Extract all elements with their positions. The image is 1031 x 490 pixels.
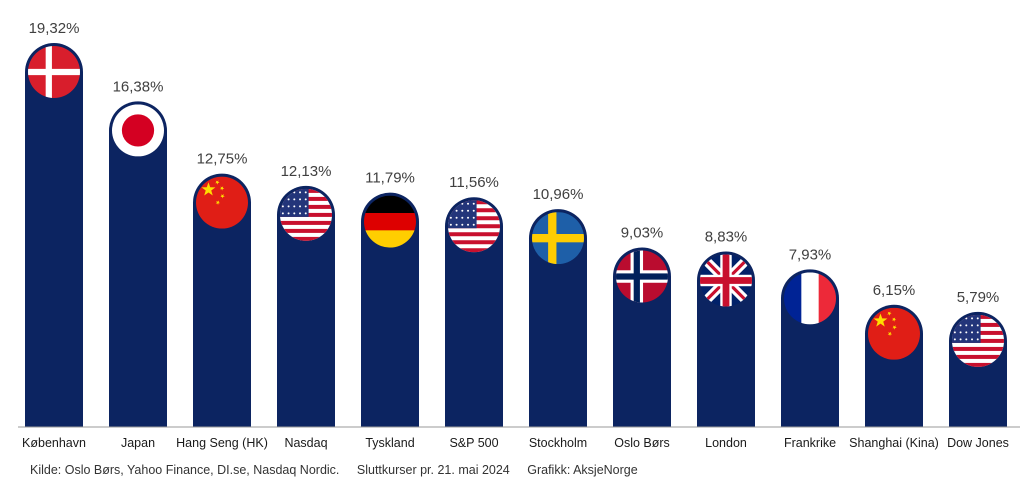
category-label: Tyskland bbox=[365, 436, 414, 450]
germany-flag-icon bbox=[364, 195, 416, 248]
value-label: 11,79% bbox=[365, 170, 415, 187]
norway-flag-icon bbox=[616, 250, 668, 303]
category-label: London bbox=[705, 436, 747, 450]
china-flag-icon bbox=[196, 176, 248, 229]
bar-4 bbox=[361, 192, 419, 427]
category-label: S&P 500 bbox=[449, 436, 498, 450]
uk-flag-icon bbox=[700, 254, 752, 307]
category-label: Oslo Børs bbox=[614, 436, 670, 450]
usa-flag-icon bbox=[280, 188, 332, 241]
bar-3 bbox=[277, 185, 335, 427]
bar-5 bbox=[445, 197, 503, 427]
value-label: 16,38% bbox=[113, 78, 164, 95]
bars-group: 19,32% 16,38% 12,75% 12,13% 11,79% 11,56% 10,9… bbox=[25, 20, 1007, 427]
value-label: 11,56% bbox=[449, 174, 499, 191]
sweden-flag-icon bbox=[532, 212, 584, 265]
value-label: 12,75% bbox=[197, 151, 248, 168]
usa-flag-icon bbox=[952, 314, 1004, 367]
value-label: 5,79% bbox=[957, 289, 1000, 306]
bar-2 bbox=[193, 173, 251, 427]
bar-6 bbox=[529, 209, 587, 427]
category-label: Stockholm bbox=[529, 436, 587, 450]
source-note: Kilde: Oslo Børs, Yahoo Finance, DI.se, … bbox=[30, 463, 652, 477]
category-label: København bbox=[22, 436, 86, 450]
category-label: Frankrike bbox=[784, 436, 836, 450]
source-text: Kilde: Oslo Børs, Yahoo Finance, DI.se, … bbox=[30, 463, 340, 477]
france-flag-icon bbox=[784, 272, 836, 325]
category-labels: København Japan Hang Seng (HK) Nasdaq Tyskla… bbox=[22, 436, 1009, 450]
value-label: 8,83% bbox=[705, 228, 748, 245]
credit-text: Grafikk: AksjeNorge bbox=[527, 463, 638, 477]
japan-flag-icon bbox=[112, 104, 164, 157]
value-label: 9,03% bbox=[621, 225, 664, 242]
category-label: Nasdaq bbox=[284, 436, 327, 450]
category-label: Dow Jones bbox=[947, 436, 1009, 450]
value-label: 12,13% bbox=[281, 163, 332, 180]
category-label: Shanghai (Kina) bbox=[849, 436, 939, 450]
value-label: 7,93% bbox=[789, 246, 832, 263]
usa-flag-icon bbox=[448, 200, 500, 253]
bar-0 bbox=[25, 43, 83, 427]
date-text: Sluttkurser pr. 21. mai 2024 bbox=[356, 463, 510, 477]
value-label: 19,32% bbox=[29, 20, 80, 37]
value-label: 6,15% bbox=[873, 282, 916, 299]
category-label: Japan bbox=[121, 436, 155, 450]
denmark-flag-icon bbox=[28, 46, 80, 98]
china-flag-icon bbox=[868, 307, 920, 360]
value-label: 10,96% bbox=[533, 186, 584, 203]
bar-1 bbox=[109, 101, 167, 427]
category-label: Hang Seng (HK) bbox=[176, 436, 268, 450]
